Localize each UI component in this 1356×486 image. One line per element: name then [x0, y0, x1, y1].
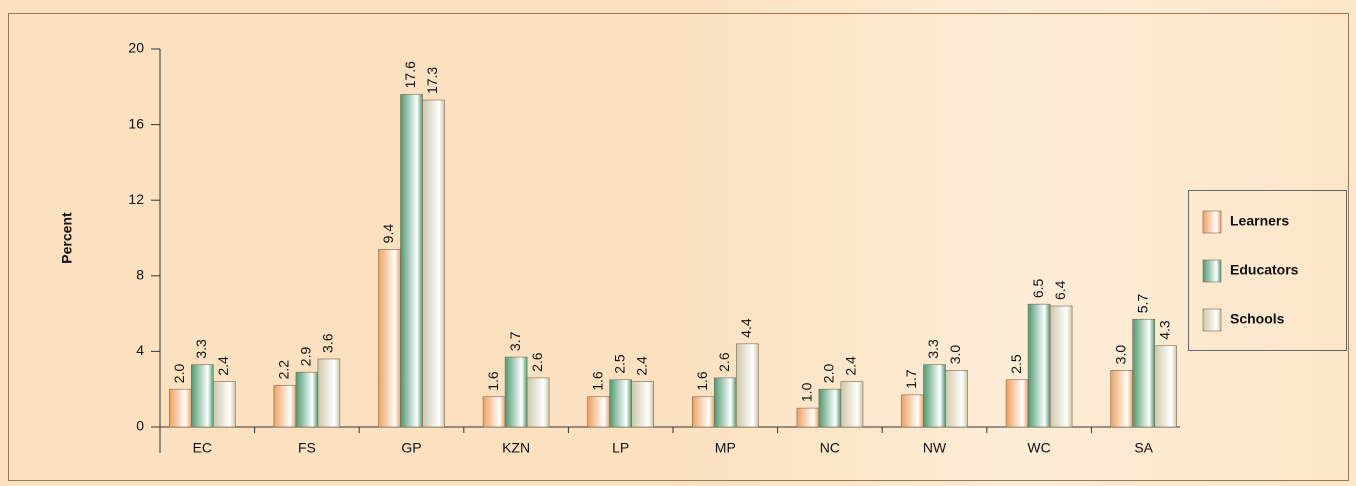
bar: [273, 385, 297, 428]
data-label: 2.9: [298, 347, 314, 367]
legend-label: Educators: [1230, 262, 1299, 278]
bar: [1154, 345, 1177, 428]
data-label: 17.3: [424, 67, 440, 94]
data-label: 3.3: [925, 339, 941, 359]
bar: [422, 99, 445, 428]
data-label: 17.6: [402, 61, 418, 88]
y-tick-label: 4: [136, 342, 144, 358]
x-tick-label: FS: [298, 440, 316, 456]
data-label: 2.4: [633, 356, 649, 376]
data-label: 2.0: [171, 364, 187, 384]
data-label: 2.5: [611, 354, 627, 374]
data-label: 5.7: [1134, 294, 1150, 314]
x-tick-label: MP: [715, 440, 736, 456]
x-tick-label: EC: [193, 440, 212, 456]
data-label: 3.6: [320, 333, 336, 353]
bar: [923, 364, 946, 428]
bar: [1132, 318, 1155, 428]
legend-swatch: [1202, 210, 1222, 234]
bar: [504, 356, 528, 428]
x-tick-label: SA: [1134, 440, 1153, 456]
bar: [191, 364, 214, 428]
data-label: 3.7: [507, 331, 523, 351]
legend-swatch: [1202, 259, 1222, 283]
bar: [169, 388, 192, 428]
bar: [735, 343, 759, 428]
bar: [901, 394, 924, 428]
data-label: 3.0: [1112, 345, 1128, 365]
data-label: 4.3: [1156, 320, 1172, 340]
x-tick-label: NC: [820, 440, 840, 456]
legend-label: Schools: [1230, 311, 1285, 327]
y-tick-label: 0: [136, 418, 144, 434]
bar: [1005, 379, 1029, 428]
bar: [317, 358, 341, 428]
bar: [378, 249, 401, 428]
data-label: 2.2: [276, 360, 292, 380]
x-tick-label: GP: [401, 440, 421, 456]
legend-box: [1188, 190, 1347, 351]
bar: [482, 396, 506, 428]
data-label: 2.4: [215, 356, 231, 376]
data-label: 1.6: [694, 371, 710, 391]
bar: [587, 396, 611, 428]
legend-label: Learners: [1230, 213, 1289, 229]
data-label: 2.5: [1008, 354, 1024, 374]
data-label: 4.4: [738, 318, 754, 338]
legend-swatch: [1202, 308, 1222, 332]
data-label: 1.7: [903, 369, 919, 389]
bar: [1049, 305, 1073, 428]
frame: [8, 13, 1349, 481]
data-label: 2.0: [821, 364, 837, 384]
bar: [818, 388, 842, 428]
data-label: 6.5: [1030, 278, 1046, 298]
bar: [1110, 369, 1133, 428]
bar: [526, 377, 550, 428]
y-tick-label: 20: [128, 40, 144, 56]
bar: [609, 379, 633, 428]
data-label: 3.3: [193, 339, 209, 359]
y-tick-label: 8: [136, 267, 144, 283]
data-label: 3.0: [947, 345, 963, 365]
x-tick-label: NW: [923, 440, 947, 456]
bar: [796, 407, 820, 428]
data-label: 2.6: [529, 352, 545, 372]
y-tick-label: 12: [128, 191, 144, 207]
data-label: 2.4: [843, 356, 859, 376]
y-tick-label: 16: [128, 115, 144, 131]
bar: [400, 94, 423, 428]
bar: [945, 369, 968, 428]
y-axis-label: Percent: [59, 212, 75, 264]
bar: [1027, 303, 1051, 428]
data-label: 1.6: [485, 371, 501, 391]
data-label: 2.6: [716, 352, 732, 372]
data-label: 1.6: [589, 371, 605, 391]
x-tick-label: WC: [1027, 440, 1050, 456]
x-tick-label: LP: [612, 440, 629, 456]
bar: [713, 377, 737, 428]
x-tick-label: KZN: [502, 440, 530, 456]
data-label: 9.4: [380, 224, 396, 244]
bar: [631, 381, 655, 428]
data-label: 1.0: [799, 382, 815, 402]
bar: [691, 396, 715, 428]
data-label: 6.4: [1052, 280, 1068, 300]
bar: [840, 381, 864, 428]
bar: [295, 371, 319, 428]
bar: [213, 381, 236, 428]
